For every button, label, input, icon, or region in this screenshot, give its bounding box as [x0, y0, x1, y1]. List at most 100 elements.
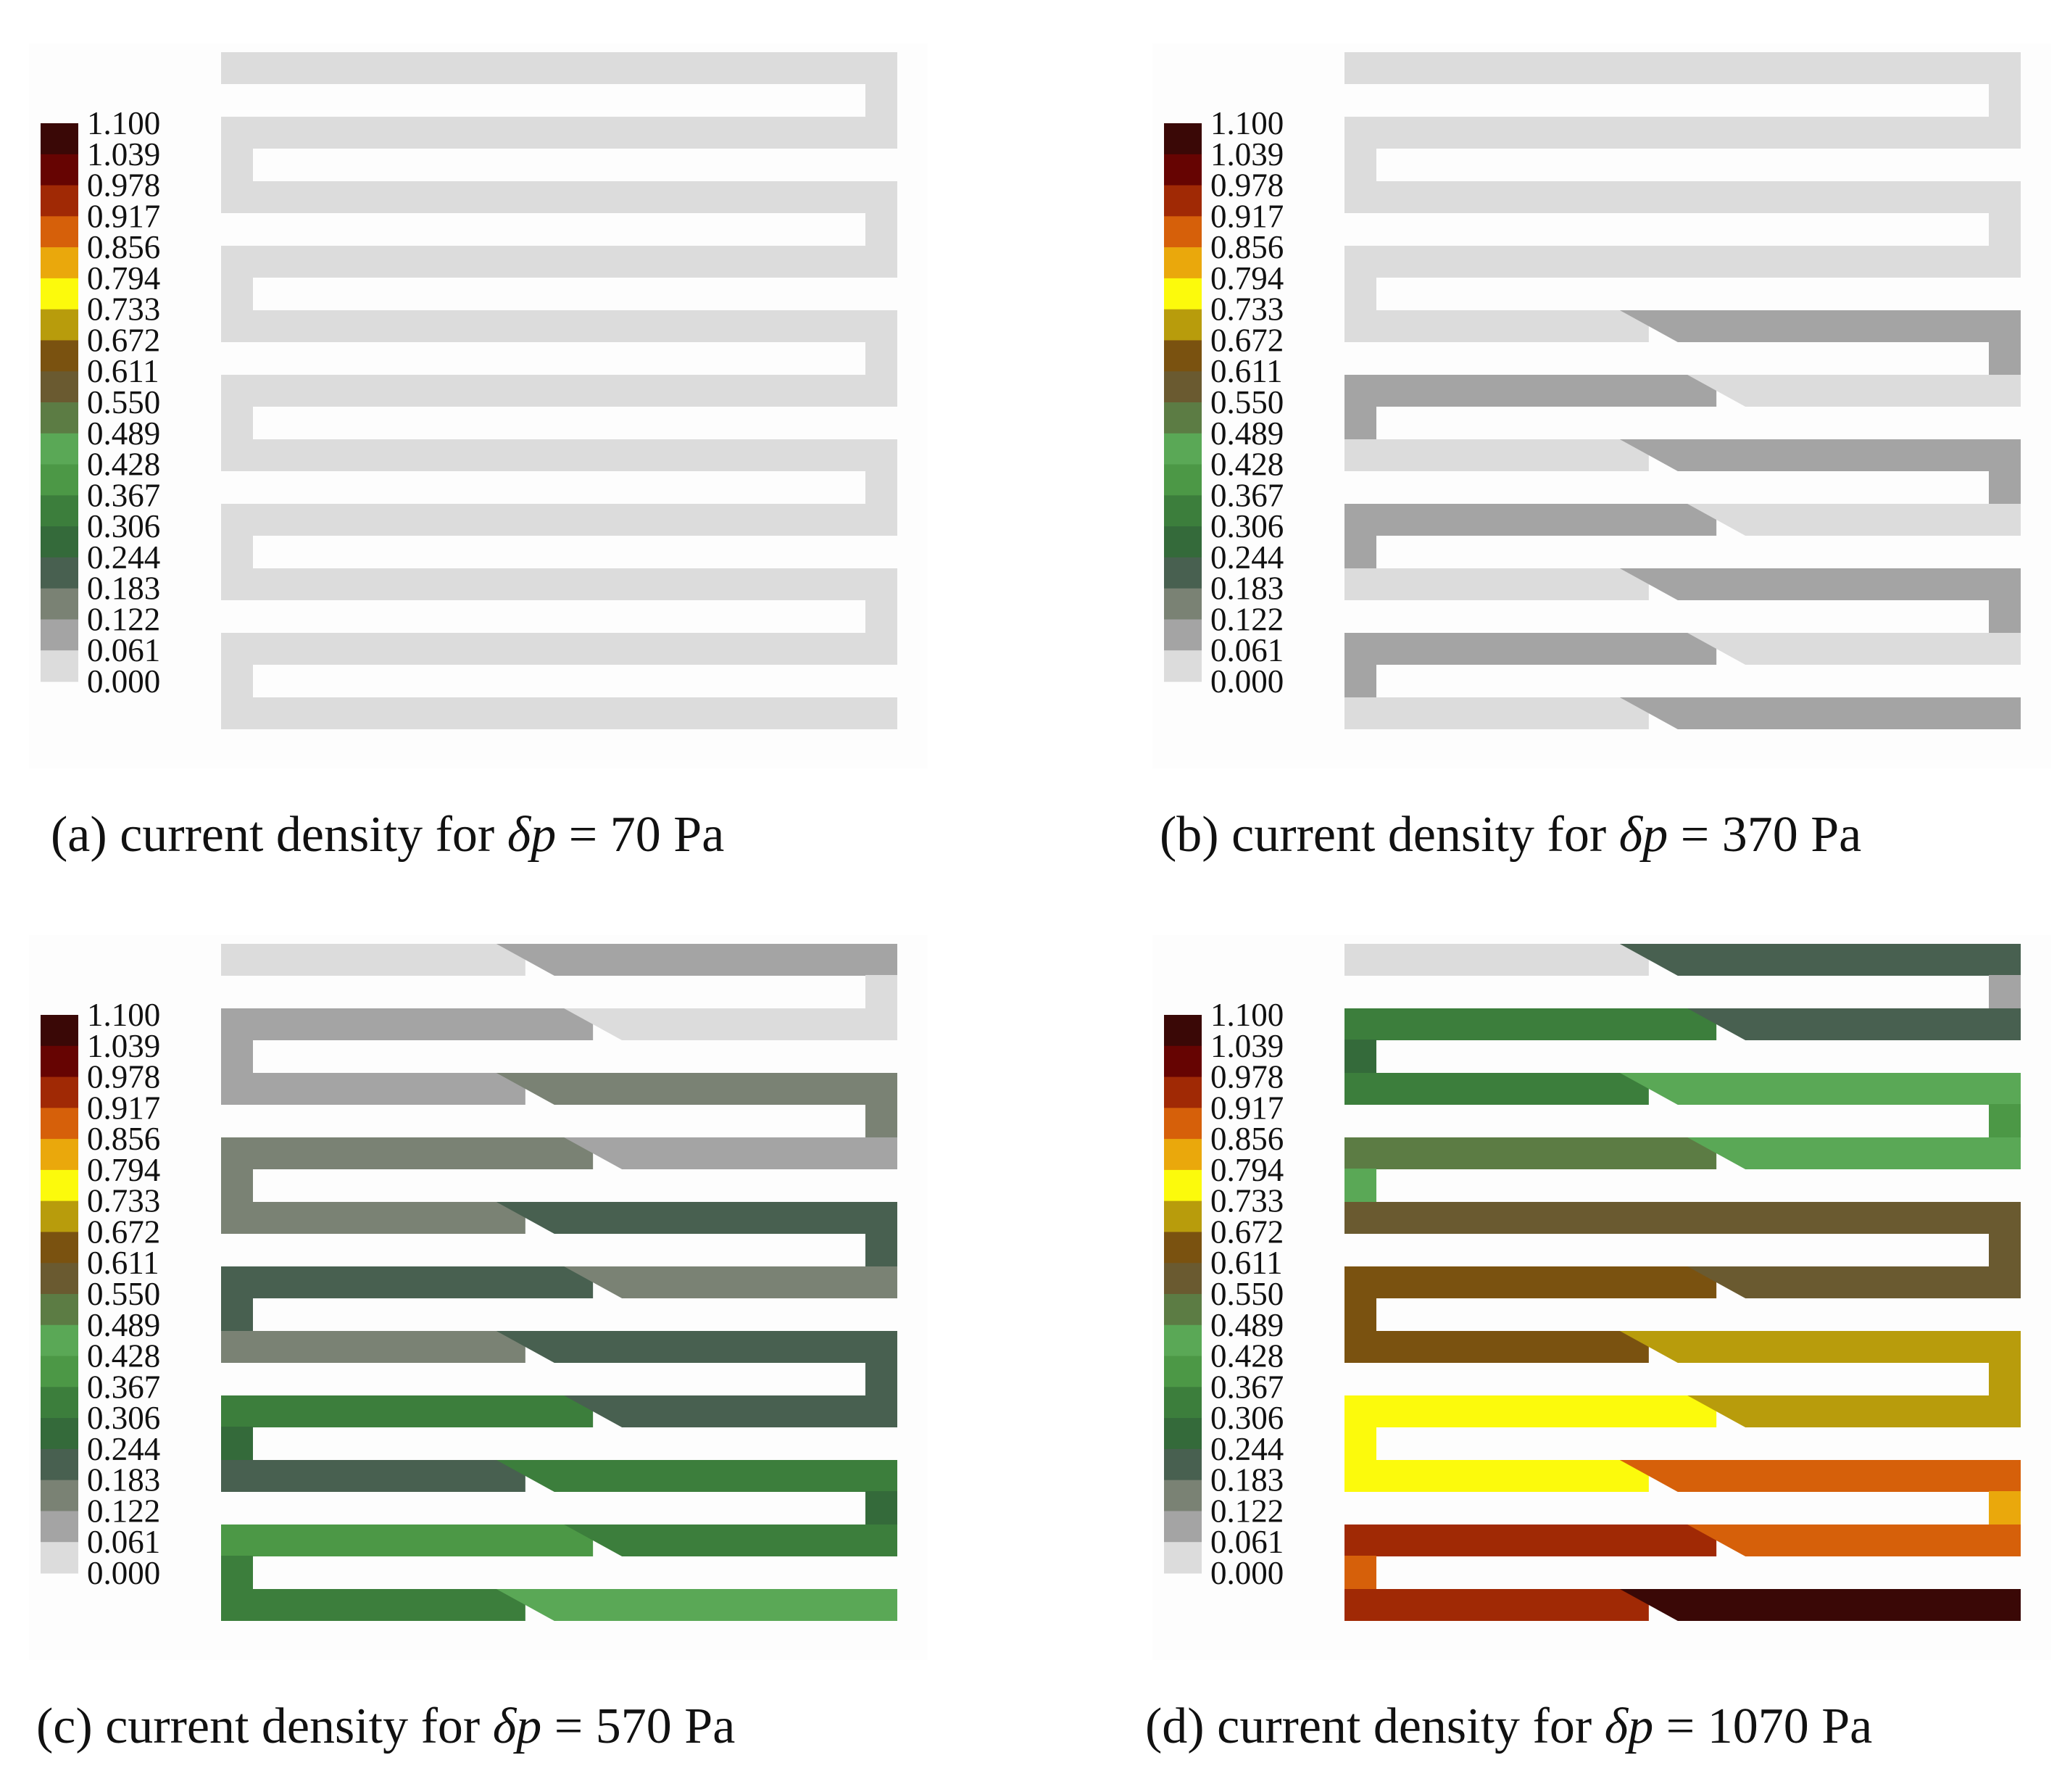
channel-pass-segment — [1687, 504, 2021, 536]
colorbar-band — [41, 526, 78, 558]
colorbar-band — [41, 123, 78, 155]
channel-turn — [1344, 406, 1376, 440]
colorbar-band — [41, 1232, 78, 1264]
channel-pass-segment — [564, 1266, 897, 1298]
colorbar-tick-label: 0.428 — [1210, 447, 1284, 483]
heatmap-a: 1.1001.0390.9780.9170.8560.7940.7330.672… — [29, 43, 928, 768]
colorbar-tick-label: 0.122 — [1210, 1493, 1284, 1529]
colorbar-band — [1164, 371, 1202, 403]
channel-turn — [1344, 664, 1376, 698]
channel-pass — [221, 1202, 525, 1234]
colorbar-band — [41, 216, 78, 248]
colorbar-tick-label: 0.672 — [87, 1214, 160, 1250]
colorbar-tick-label: 0.122 — [1210, 601, 1284, 637]
channel-pass — [1344, 246, 2021, 278]
channel-pass — [221, 439, 897, 471]
channel-pass-segment — [1619, 310, 2021, 342]
colorbar-band — [1164, 247, 1202, 279]
channel-turn — [1989, 341, 2021, 376]
caption-d-unit: Pa — [1821, 1698, 1873, 1754]
panel-a: 1.100 1.039 0.978 0.917 0.856 0.794 0.733 0.672… — [29, 43, 928, 768]
colorbar-tick-label: 0.917 — [1210, 1090, 1284, 1126]
colorbar-tick-label: 0.733 — [1210, 291, 1284, 328]
channel-turn — [1989, 212, 2021, 246]
channel-pass — [221, 1073, 525, 1105]
channel-turn — [221, 1040, 253, 1074]
colorbar-band — [1164, 123, 1202, 155]
channel-pass-segment — [1619, 697, 2021, 729]
channel-turn — [1344, 1556, 1376, 1590]
colorbar-band — [41, 1169, 78, 1202]
colorbar-tick-label: 1.039 — [1210, 1028, 1284, 1064]
colorbar-tick-label: 0.550 — [1210, 384, 1284, 420]
colorbar-band — [41, 1448, 78, 1481]
caption-c-equals: = — [554, 1698, 583, 1754]
colorbar-tick-label: 0.367 — [87, 1369, 160, 1405]
channel-turn — [221, 535, 253, 569]
channel-pass-segment — [564, 1008, 897, 1040]
caption-a: (a) current density for δp = 70 Pa — [51, 806, 724, 864]
colorbar-tick-label: 0.122 — [87, 601, 160, 637]
colorbar-tick-label: 0.978 — [87, 1059, 160, 1095]
channel-pass — [1344, 944, 1649, 976]
colorbar-tick-label: 0.733 — [1210, 1183, 1284, 1219]
caption-a-prefix: current density for — [120, 807, 495, 863]
colorbar-band — [1164, 464, 1202, 496]
channel-turn — [221, 1169, 253, 1203]
channel-turn — [221, 1427, 253, 1461]
colorbar-tick-label: 0.672 — [87, 322, 160, 358]
colorbar-band — [1164, 185, 1202, 217]
colorbar-band — [41, 1015, 78, 1047]
channel-turn — [865, 1491, 897, 1525]
colorbar-tick-label: 0.856 — [87, 1121, 160, 1157]
channel-pass — [221, 697, 897, 729]
channel-pass-segment — [496, 1073, 897, 1105]
channel-turn — [865, 83, 897, 117]
colorbar-tick-label: 0.917 — [1210, 198, 1284, 234]
caption-c-prefix: current density for — [105, 1698, 481, 1754]
channel-pass — [221, 117, 897, 149]
channel-pass — [1344, 697, 1649, 729]
colorbar-tick-label: 0.306 — [87, 508, 160, 544]
colorbar-band — [1164, 650, 1202, 682]
colorbar-tick-label: 1.100 — [87, 997, 160, 1033]
colorbar-band — [1164, 340, 1202, 372]
channel-pass — [221, 246, 897, 278]
panel-b: 1.100 1.039 0.978 0.917 0.856 0.794 0.733 0.672… — [1152, 43, 2051, 768]
colorbar-band — [1164, 1418, 1202, 1450]
colorbar-tick-label: 0.183 — [1210, 1462, 1284, 1498]
colorbar-tick-label: 0.856 — [1210, 1121, 1284, 1157]
channel-pass-segment — [496, 1202, 897, 1234]
colorbar-tick-label: 0.061 — [1210, 632, 1284, 668]
colorbar-band — [1164, 1077, 1202, 1108]
channel-pass-segment — [496, 1589, 897, 1621]
colorbar-tick-label: 0.061 — [87, 632, 160, 668]
channel-pass — [221, 52, 897, 84]
colorbar-band — [41, 619, 78, 651]
colorbar-tick-label: 0.122 — [87, 1493, 160, 1529]
heatmap-d: 1.1001.0390.9780.9170.8560.7940.7330.672… — [1152, 935, 2051, 1660]
channel-turn — [865, 470, 897, 505]
channel-pass-segment — [496, 1331, 897, 1363]
channel-pass — [1344, 439, 1649, 471]
panel-c: 1.100 1.039 0.978 0.917 0.856 0.794 0.733 0.672… — [29, 935, 928, 1660]
channel-pass — [221, 1525, 594, 1556]
colorbar-band — [41, 1263, 78, 1295]
colorbar-band — [1164, 1387, 1202, 1419]
colorbar-band — [1164, 1542, 1202, 1574]
caption-b-prefix: current density for — [1231, 807, 1607, 863]
colorbar-tick-label: 0.489 — [1210, 1307, 1284, 1343]
channel-turn — [865, 212, 897, 246]
colorbar-tick-label: 0.183 — [87, 571, 160, 607]
colorbar-tick-label: 0.489 — [87, 415, 160, 452]
channel-turn — [1344, 277, 1376, 311]
colorbar-tick-label: 0.489 — [1210, 415, 1284, 452]
channel-turn — [1344, 1427, 1376, 1461]
colorbar-band — [41, 1387, 78, 1419]
colorbar-tick-label: 0.489 — [87, 1307, 160, 1343]
caption-d-label: (d) — [1145, 1698, 1205, 1754]
colorbar-band — [41, 588, 78, 621]
colorbar-band — [1164, 1139, 1202, 1171]
colorbar-band — [1164, 1200, 1202, 1233]
channel-turn — [865, 1104, 897, 1138]
